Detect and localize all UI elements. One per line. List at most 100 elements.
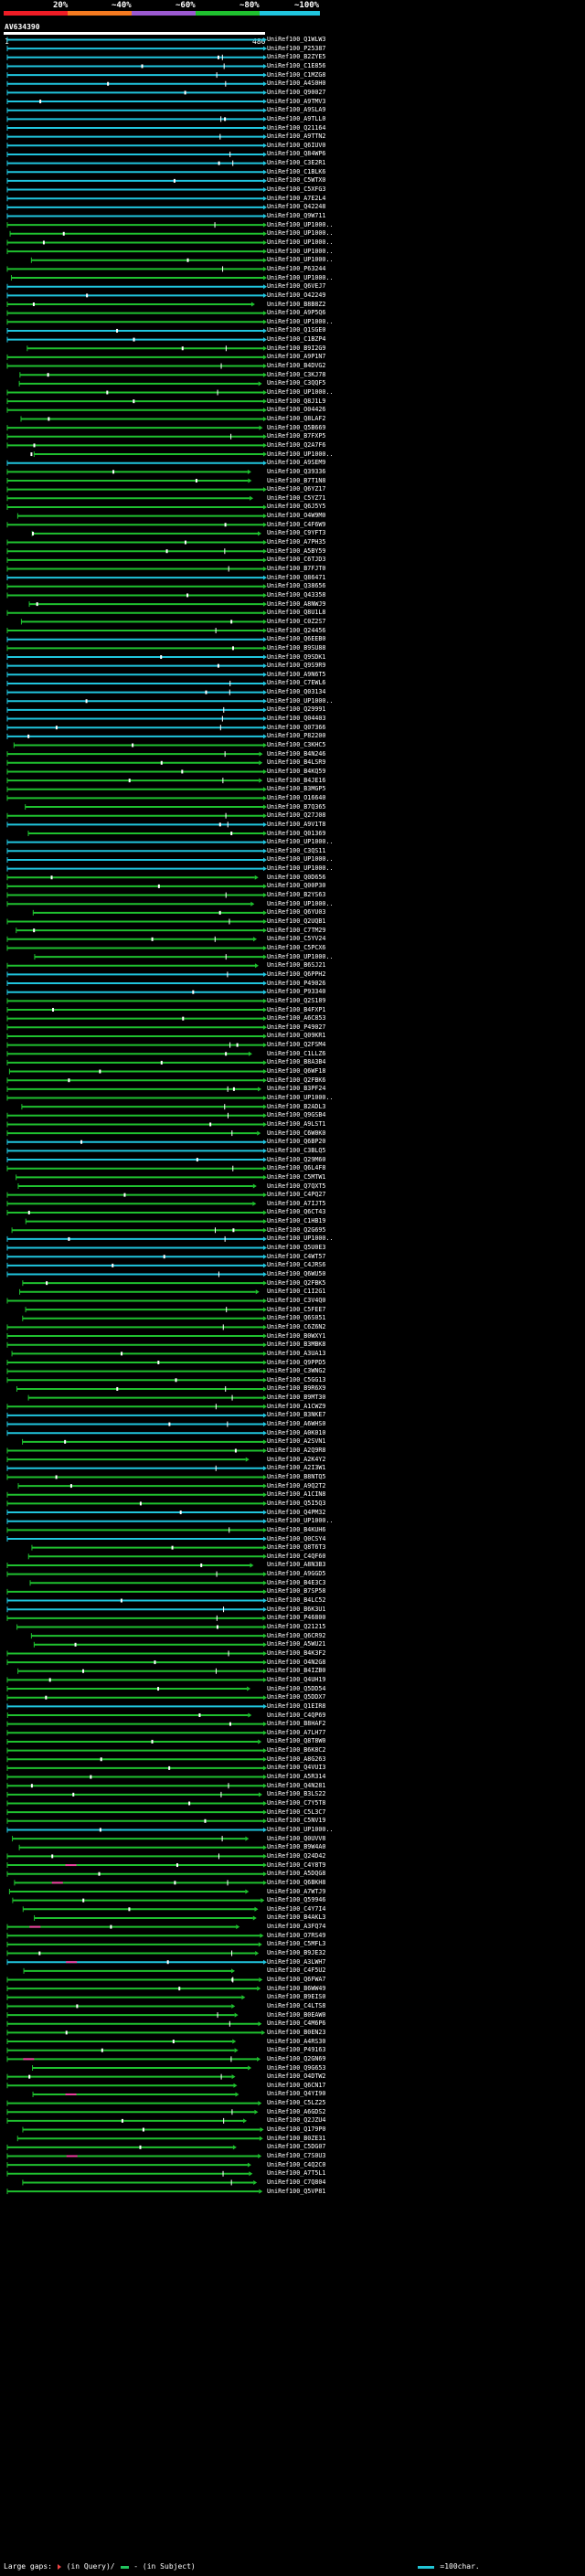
hit-label[interactable]: UniRef100_Q7QXT5 bbox=[267, 1182, 326, 1190]
hit-label[interactable]: UniRef100_A0K010 bbox=[267, 1428, 326, 1436]
hit-label[interactable]: UniRef100_C3KHC5 bbox=[267, 741, 326, 748]
hit-row[interactable] bbox=[6, 865, 267, 872]
hit-row[interactable] bbox=[6, 266, 267, 272]
hit-row[interactable] bbox=[6, 2170, 253, 2177]
hit-row[interactable] bbox=[6, 1694, 267, 1701]
hit-row[interactable] bbox=[6, 610, 267, 616]
hit-row[interactable] bbox=[6, 1262, 267, 1268]
hit-label[interactable]: UniRef100_B4KQ59 bbox=[267, 767, 326, 775]
hit-label[interactable]: UniRef100_B0EAW0 bbox=[267, 2010, 326, 2019]
hit-row[interactable] bbox=[6, 80, 267, 87]
hit-row[interactable] bbox=[6, 1853, 267, 1860]
hit-label[interactable]: UniRef100_B6WW49 bbox=[267, 1984, 326, 1992]
hit-label[interactable]: UniRef100_C7TM29 bbox=[267, 926, 326, 934]
hit-label[interactable]: UniRef100_B4LSR9 bbox=[267, 758, 326, 767]
hit-row[interactable] bbox=[6, 1130, 261, 1137]
hit-row[interactable] bbox=[6, 125, 267, 131]
hit-row[interactable] bbox=[6, 90, 267, 96]
hit-row[interactable] bbox=[6, 1571, 267, 1577]
hit-row[interactable] bbox=[6, 1254, 267, 1260]
hit-label[interactable]: UniRef100_UP1000.. bbox=[267, 317, 334, 325]
hit-label[interactable]: UniRef100_Q86471 bbox=[267, 573, 326, 581]
hit-label[interactable]: UniRef100_B9SU88 bbox=[267, 643, 326, 652]
hit-label[interactable]: UniRef100_B8NTQ5 bbox=[267, 1472, 326, 1480]
hit-label[interactable]: UniRef100_O7RS49 bbox=[267, 1931, 326, 1939]
hit-row[interactable] bbox=[17, 1183, 257, 1189]
hit-row[interactable] bbox=[6, 2039, 237, 2045]
hit-row[interactable] bbox=[6, 389, 267, 396]
hit-row[interactable] bbox=[22, 1906, 259, 1913]
hit-label[interactable]: UniRef100_A7IJT5 bbox=[267, 1199, 326, 1207]
hit-label[interactable]: UniRef100_Q8U1L8 bbox=[267, 609, 326, 617]
hit-label[interactable]: UniRef100_C5MFL3 bbox=[267, 1940, 326, 1948]
hit-row[interactable] bbox=[6, 1465, 267, 1471]
hit-row[interactable] bbox=[14, 1880, 267, 1886]
hit-row[interactable] bbox=[6, 107, 267, 113]
hit-row[interactable] bbox=[6, 636, 267, 642]
hit-label[interactable]: UniRef100_C4Y8T9 bbox=[267, 1860, 326, 1869]
hit-label[interactable]: UniRef100_A9TMV3 bbox=[267, 97, 326, 105]
hit-row[interactable] bbox=[6, 698, 267, 705]
hit-row[interactable] bbox=[6, 2012, 239, 2019]
hit-row[interactable] bbox=[6, 1298, 267, 1304]
hit-row[interactable] bbox=[6, 795, 267, 801]
hit-row[interactable] bbox=[6, 945, 267, 951]
hit-row[interactable] bbox=[6, 1774, 267, 1780]
hit-label[interactable]: UniRef100_Q01369 bbox=[267, 829, 326, 837]
hit-row[interactable] bbox=[18, 1844, 267, 1850]
hit-label[interactable]: UniRef100_C4QF60 bbox=[267, 1552, 326, 1560]
hit-row[interactable] bbox=[6, 319, 267, 325]
hit-row[interactable] bbox=[6, 981, 267, 987]
hit-row[interactable] bbox=[6, 1404, 267, 1410]
hit-label[interactable]: UniRef100_A4RS30 bbox=[267, 2037, 326, 2045]
hit-label[interactable]: UniRef100_A7E2L4 bbox=[267, 194, 326, 202]
hit-row[interactable] bbox=[6, 566, 267, 572]
hit-row[interactable] bbox=[6, 1765, 267, 1771]
hit-label[interactable]: UniRef100_B2ADL3 bbox=[267, 1102, 326, 1110]
hit-row[interactable] bbox=[6, 425, 263, 431]
hit-row[interactable] bbox=[6, 2109, 259, 2115]
hit-label[interactable]: UniRef100_B3NKE7 bbox=[267, 1411, 326, 1419]
hit-label[interactable]: UniRef100_A2Q9R8 bbox=[267, 1447, 326, 1454]
hit-row[interactable] bbox=[34, 954, 267, 960]
hit-label[interactable]: UniRef100_Q5B669 bbox=[267, 423, 326, 431]
hit-row[interactable] bbox=[20, 619, 267, 625]
hit-label[interactable]: UniRef100_A9GGD5 bbox=[267, 1570, 326, 1578]
hit-label[interactable]: UniRef100_UP1000.. bbox=[267, 1094, 334, 1101]
hit-row[interactable] bbox=[6, 786, 267, 792]
hit-label[interactable]: UniRef100_Q59946 bbox=[267, 1896, 326, 1904]
hit-label[interactable]: UniRef100_B4JE16 bbox=[267, 776, 326, 784]
hit-row[interactable] bbox=[19, 372, 267, 378]
hit-row[interactable] bbox=[6, 116, 267, 122]
hit-row[interactable] bbox=[12, 1836, 250, 1842]
hit-label[interactable]: UniRef100_C3QQF5 bbox=[267, 379, 326, 387]
hit-row[interactable] bbox=[6, 1827, 267, 1833]
hit-row[interactable] bbox=[17, 1668, 267, 1674]
hit-row[interactable] bbox=[6, 433, 267, 440]
hit-label[interactable]: UniRef100_Q6VEJ7 bbox=[267, 282, 326, 291]
hit-label[interactable]: UniRef100_C5PCX6 bbox=[267, 943, 326, 951]
hit-row[interactable] bbox=[6, 725, 267, 731]
hit-label[interactable]: UniRef100_B8HAF2 bbox=[267, 1720, 326, 1728]
hit-label[interactable]: UniRef100_B0ZE31 bbox=[267, 2134, 326, 2142]
hit-row[interactable] bbox=[6, 1139, 267, 1145]
hit-row[interactable] bbox=[6, 37, 267, 43]
hit-label[interactable]: UniRef100_B4K3F2 bbox=[267, 1648, 326, 1657]
hit-label[interactable]: UniRef100_A9Q2T2 bbox=[267, 1481, 326, 1489]
hit-row[interactable] bbox=[6, 2056, 261, 2062]
hit-label[interactable]: UniRef100_O4W9M0 bbox=[267, 512, 326, 520]
hit-label[interactable]: UniRef100_Q29991 bbox=[267, 705, 326, 714]
hit-row[interactable] bbox=[6, 460, 267, 466]
hit-label[interactable]: UniRef100_C4LTS8 bbox=[267, 2001, 326, 2009]
hit-label[interactable]: UniRef100_UP1000.. bbox=[267, 1517, 334, 1525]
hit-label[interactable]: UniRef100_A6GDS2 bbox=[267, 2107, 326, 2115]
hit-row[interactable] bbox=[32, 2065, 252, 2071]
hit-row[interactable] bbox=[27, 831, 267, 836]
hit-label[interactable]: UniRef100_P25387 bbox=[267, 44, 326, 52]
hit-label[interactable]: UniRef100_UP1000.. bbox=[267, 1235, 334, 1243]
hit-label[interactable]: UniRef100_Q43358 bbox=[267, 590, 326, 599]
hit-label[interactable]: UniRef100_Q24456 bbox=[267, 626, 326, 634]
hit-label[interactable]: UniRef100_P49027 bbox=[267, 1023, 326, 1031]
hit-label[interactable]: UniRef100_A4S0H0 bbox=[267, 80, 326, 88]
hit-label[interactable]: UniRef100_P46800 bbox=[267, 1614, 326, 1622]
